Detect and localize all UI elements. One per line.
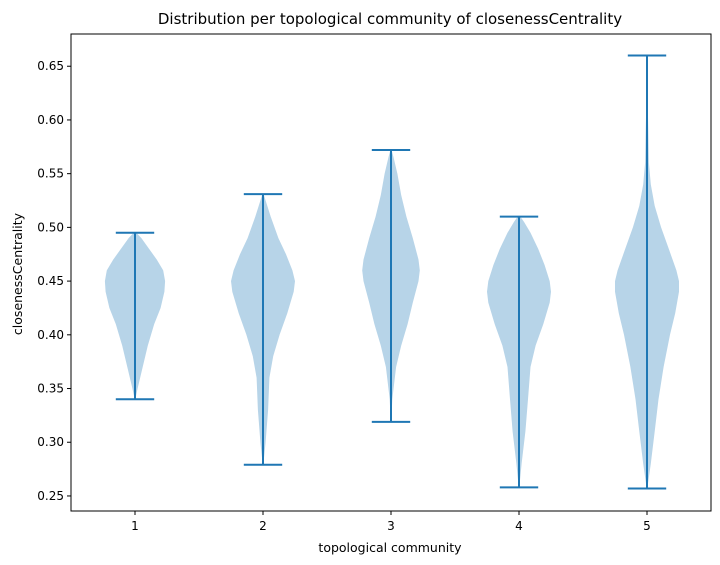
y-tick-label: 0.25 (37, 489, 64, 503)
x-tick-label: 1 (131, 519, 139, 533)
x-axis-title: topological community (318, 540, 462, 555)
y-tick-label: 0.50 (37, 220, 64, 234)
y-axis-title: closenessCentrality (10, 212, 25, 335)
violin-1 (104, 231, 166, 401)
violin-3 (362, 149, 420, 423)
y-tick-label: 0.60 (37, 113, 64, 127)
plot-frame (70, 33, 712, 512)
x-tick-label: 3 (387, 519, 395, 533)
x-tick-label: 4 (515, 519, 523, 533)
y-tick-label: 0.35 (37, 382, 64, 396)
y-tick-label: 0.65 (37, 59, 64, 73)
y-tick-label: 0.55 (37, 167, 64, 181)
violin-4 (487, 215, 551, 489)
violins-layer (104, 54, 679, 490)
x-tick-label: 2 (259, 519, 267, 533)
violin-5 (615, 54, 679, 490)
y-tick-label: 0.40 (37, 328, 64, 342)
violin-2 (231, 193, 295, 466)
y-tick-label: 0.30 (37, 435, 64, 449)
x-tick-label: 5 (643, 519, 651, 533)
chart-title: Distribution per topological community o… (158, 10, 622, 28)
x-tick-labels: 1 2 3 4 5 (131, 511, 651, 533)
y-tick-labels: 0.25 0.30 0.35 0.40 0.45 0.50 0.55 0.60 0.65 (37, 59, 71, 503)
y-tick-label: 0.45 (37, 274, 64, 288)
